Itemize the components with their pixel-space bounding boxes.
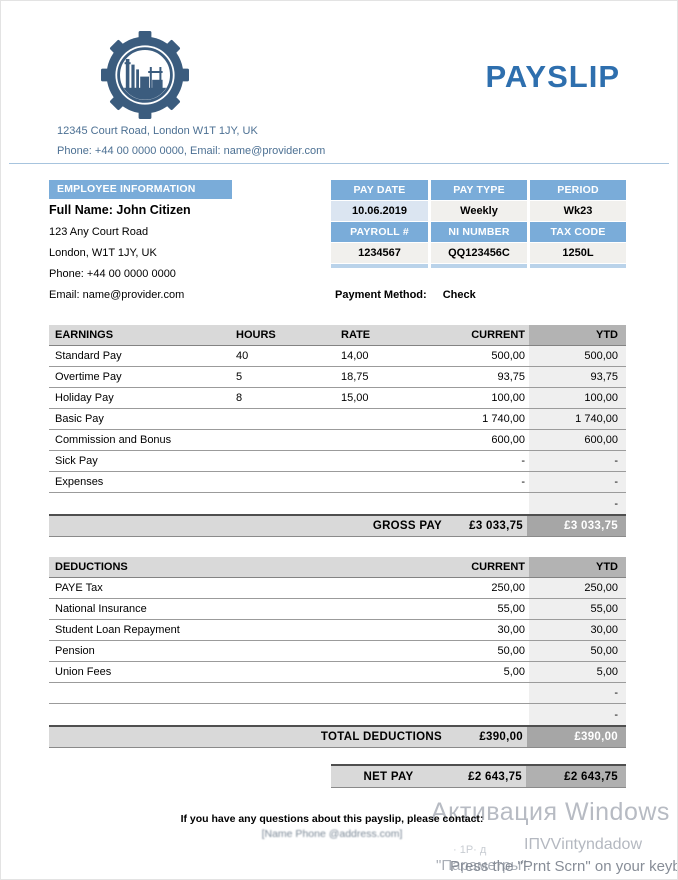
total-deductions-label: TOTAL DEDUCTIONS <box>320 731 442 743</box>
period-header: PERIOD <box>530 180 626 200</box>
table-row: - <box>49 683 626 704</box>
table-row: PAYE Tax 250,00 250,00 <box>49 578 626 599</box>
table-row: - <box>49 704 626 725</box>
period-value: Wk23 <box>530 201 626 221</box>
table-row: - <box>49 493 626 514</box>
col-current: CURRENT <box>471 561 525 573</box>
col-rate: RATE <box>341 329 371 341</box>
total-deductions-ytd: £390,00 <box>527 727 626 747</box>
table-row: Union Fees 5,00 5,00 <box>49 662 626 683</box>
employee-phone: Phone: +44 00 0000 0000 <box>49 268 176 280</box>
table-row: Basic Pay 1 740,00 1 740,00 <box>49 409 626 430</box>
footer-contact-details: [Name Phone @address.com] <box>261 828 403 840</box>
ni-number-value: QQ123456C <box>431 243 527 263</box>
payment-method: Payment Method: Check <box>335 289 476 301</box>
watermark-settings-text: "Параметры". <box>436 857 531 874</box>
tax-code-value: 1250L <box>530 243 626 263</box>
payment-method-label: Payment Method: <box>335 289 427 301</box>
col-hours: HOURS <box>236 329 276 341</box>
net-pay-current: £2 643,75 <box>468 770 522 783</box>
gross-pay-ytd: £3 033,75 <box>527 516 626 536</box>
watermark-fragment: ІПVVіпtуndadow <box>524 836 642 853</box>
total-deductions-row: TOTAL DEDUCTIONS £390,00 £390,00 <box>49 725 626 748</box>
deductions-header-row: DEDUCTIONS CURRENT YTD <box>49 557 626 578</box>
table-row: Overtime Pay 5 18,75 93,75 93,75 <box>49 367 626 388</box>
header-divider <box>9 163 669 164</box>
gross-pay-label: GROSS PAY <box>372 520 442 532</box>
table-row: Holiday Pay 8 15,00 100,00 100,00 <box>49 388 626 409</box>
payment-method-value: Check <box>442 289 476 301</box>
table-row: National Insurance 55,00 55,00 <box>49 599 626 620</box>
table-accent-strip <box>431 264 527 268</box>
tax-code-header: TAX CODE <box>530 222 626 242</box>
employee-info-header: EMPLOYEE INFORMATION <box>49 180 232 199</box>
windows-activation-watermark: Активация Windows <box>431 798 670 826</box>
employee-full-name: Full Name: John Citizen <box>49 203 191 217</box>
table-accent-strip <box>530 264 626 268</box>
table-accent-strip <box>331 264 428 268</box>
watermark-prntscrn-text: Press the "Prnt Scrn" on your keyboard <box>450 858 678 875</box>
net-pay-label: NET PAY <box>363 770 414 783</box>
ni-number-header: NI NUMBER <box>431 222 527 242</box>
employee-email: Email: name@provider.com <box>49 289 185 301</box>
pay-info-table: PAY DATE PAY TYPE PERIOD 10.06.2019 Week… <box>331 180 626 268</box>
table-row: Standard Pay 40 14,00 500,00 500,00 <box>49 346 626 367</box>
employee-address2: London, W1T 1JY, UK <box>49 247 157 259</box>
pay-type-header: PAY TYPE <box>431 180 527 200</box>
table-row: Expenses - - <box>49 472 626 493</box>
col-deductions: DEDUCTIONS <box>55 561 128 573</box>
gross-pay-current: £3 033,75 <box>469 520 523 532</box>
watermark-fragment: · 1Р· д <box>453 844 487 856</box>
pay-date-value: 10.06.2019 <box>331 201 428 221</box>
table-row: Commission and Bonus 600,00 600,00 <box>49 430 626 451</box>
net-pay-row: NET PAY £2 643,75 £2 643,75 <box>331 764 626 788</box>
factory-gear-logo-icon <box>96 27 194 123</box>
footer-contact-line: If you have any questions about this pay… <box>180 813 484 825</box>
net-pay-ytd: £2 643,75 <box>526 766 626 787</box>
earnings-table: EARNINGS HOURS RATE CURRENT YTD Standard… <box>49 325 626 537</box>
col-current: CURRENT <box>471 329 525 341</box>
payroll-number-header: PAYROLL # <box>331 222 428 242</box>
table-row: Pension 50,00 50,00 <box>49 641 626 662</box>
table-row: Student Loan Repayment 30,00 30,00 <box>49 620 626 641</box>
company-contact: Phone: +44 00 0000 0000, Email: name@pro… <box>57 145 326 157</box>
col-ytd: YTD <box>529 557 626 577</box>
gross-pay-row: GROSS PAY £3 033,75 £3 033,75 <box>49 514 626 537</box>
pay-type-value: Weekly <box>431 201 527 221</box>
employee-address1: 123 Any Court Road <box>49 226 149 238</box>
payroll-number-value: 1234567 <box>331 243 428 263</box>
col-ytd: YTD <box>529 325 626 345</box>
earnings-header-row: EARNINGS HOURS RATE CURRENT YTD <box>49 325 626 346</box>
table-row: Sick Pay - - <box>49 451 626 472</box>
col-earnings: EARNINGS <box>55 329 114 341</box>
pay-date-header: PAY DATE <box>331 180 428 200</box>
total-deductions-current: £390,00 <box>479 731 523 743</box>
company-address: 12345 Court Road, London W1T 1JY, UK <box>57 125 258 137</box>
page-title: PAYSLIP <box>485 59 620 94</box>
deductions-table: DEDUCTIONS CURRENT YTD PAYE Tax 250,00 2… <box>49 557 626 748</box>
